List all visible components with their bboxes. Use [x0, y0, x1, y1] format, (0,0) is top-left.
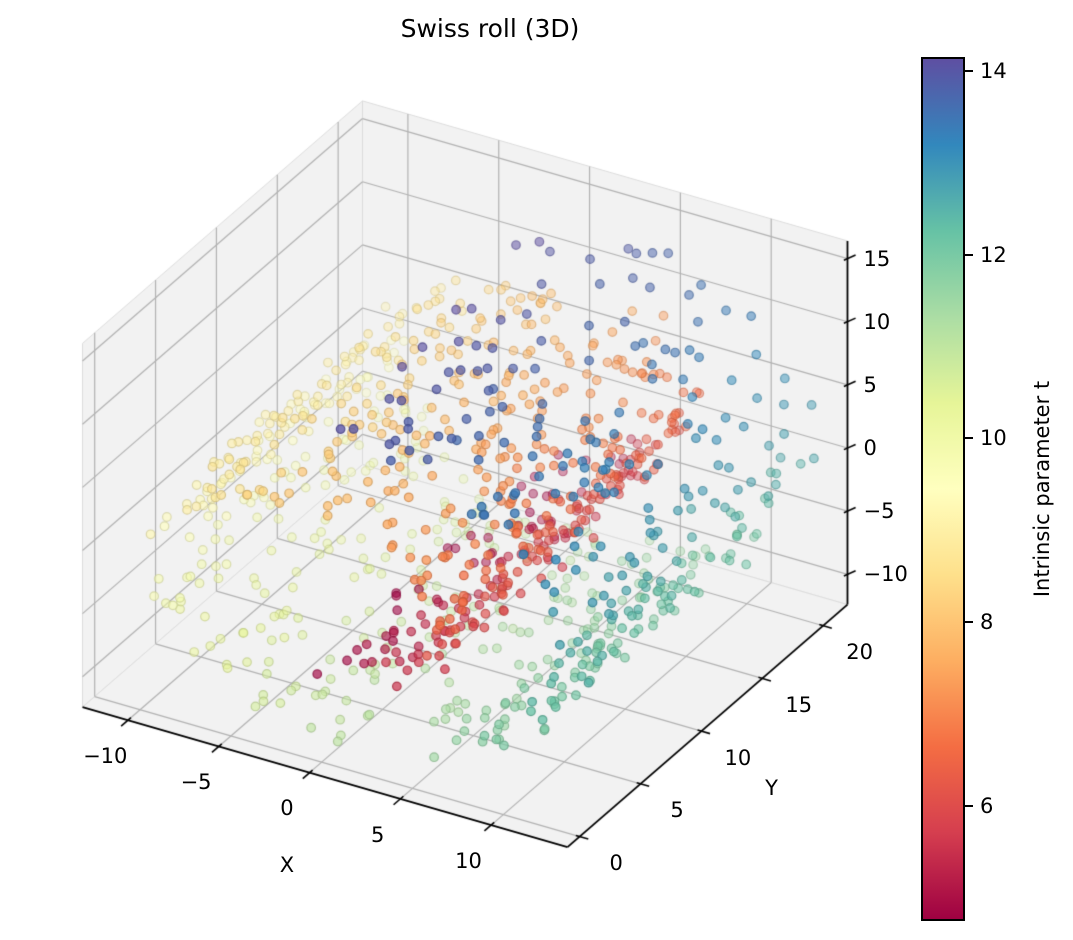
colorbar-tick [964, 437, 973, 440]
colorbar-tick-label: 10 [980, 426, 1007, 451]
colorbar-label: Intrinsic parameter t [1030, 380, 1054, 598]
colorbar-tick-label: 14 [980, 58, 1007, 83]
colorbar-tick-label: 12 [980, 242, 1007, 267]
colorbar-tick [964, 69, 973, 72]
colorbar-tick-label: 8 [980, 610, 994, 635]
colorbar-tick [964, 805, 973, 808]
chart-title: Swiss roll (3D) [400, 14, 580, 43]
colorbar-tick [964, 253, 973, 256]
colorbar-tick [964, 621, 973, 624]
colorbar [921, 57, 965, 921]
colorbar-tick-label: 6 [980, 794, 994, 819]
